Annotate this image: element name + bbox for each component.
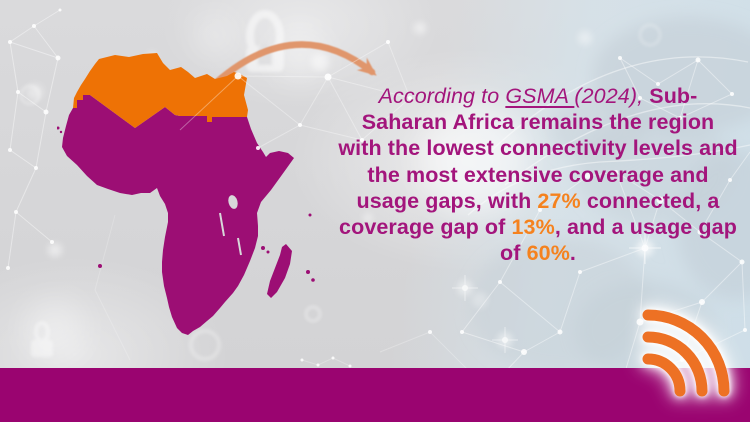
quote-segment: with the lowest connectivity levels and — [338, 136, 738, 161]
quote-segment: 60% — [526, 241, 570, 266]
quote-line: with the lowest connectivity levels and — [318, 135, 750, 161]
quote-segment: Sub- — [643, 84, 698, 108]
quote-segment: According to — [378, 84, 506, 108]
quote-segment: coverage gap of — [339, 215, 512, 240]
quote-segment: of — [500, 241, 527, 266]
quote-segment: usage gaps, with — [356, 188, 538, 213]
quote-segment: connected, a — [580, 188, 720, 213]
signal-icon — [642, 309, 730, 397]
quote-line: According to GSMA (2024), Sub- — [318, 83, 750, 109]
quote-line: the most extensive coverage and — [318, 162, 750, 188]
quote-line: Saharan Africa remains the region — [318, 109, 750, 135]
quote-segment: , and a usage gap — [554, 215, 737, 240]
quote-segment: GSMA — [505, 84, 575, 108]
quote-block: According to GSMA (2024), Sub- Saharan Af… — [318, 83, 750, 266]
quote-segment: (2024), — [574, 84, 644, 108]
quote-segment: the most extensive coverage and — [367, 162, 709, 187]
quote-line: usage gaps, with 27% connected, a — [318, 188, 750, 214]
quote-segment: Saharan Africa remains the region — [361, 110, 715, 135]
quote-segment: 27% — [537, 188, 581, 213]
quote-line: of 60%. — [318, 240, 750, 266]
bottom-bar — [0, 368, 750, 422]
quote-line: coverage gap of 13%, and a usage gap — [318, 214, 750, 240]
quote-segment: 13% — [511, 215, 555, 240]
quote-segment: . — [569, 241, 576, 266]
